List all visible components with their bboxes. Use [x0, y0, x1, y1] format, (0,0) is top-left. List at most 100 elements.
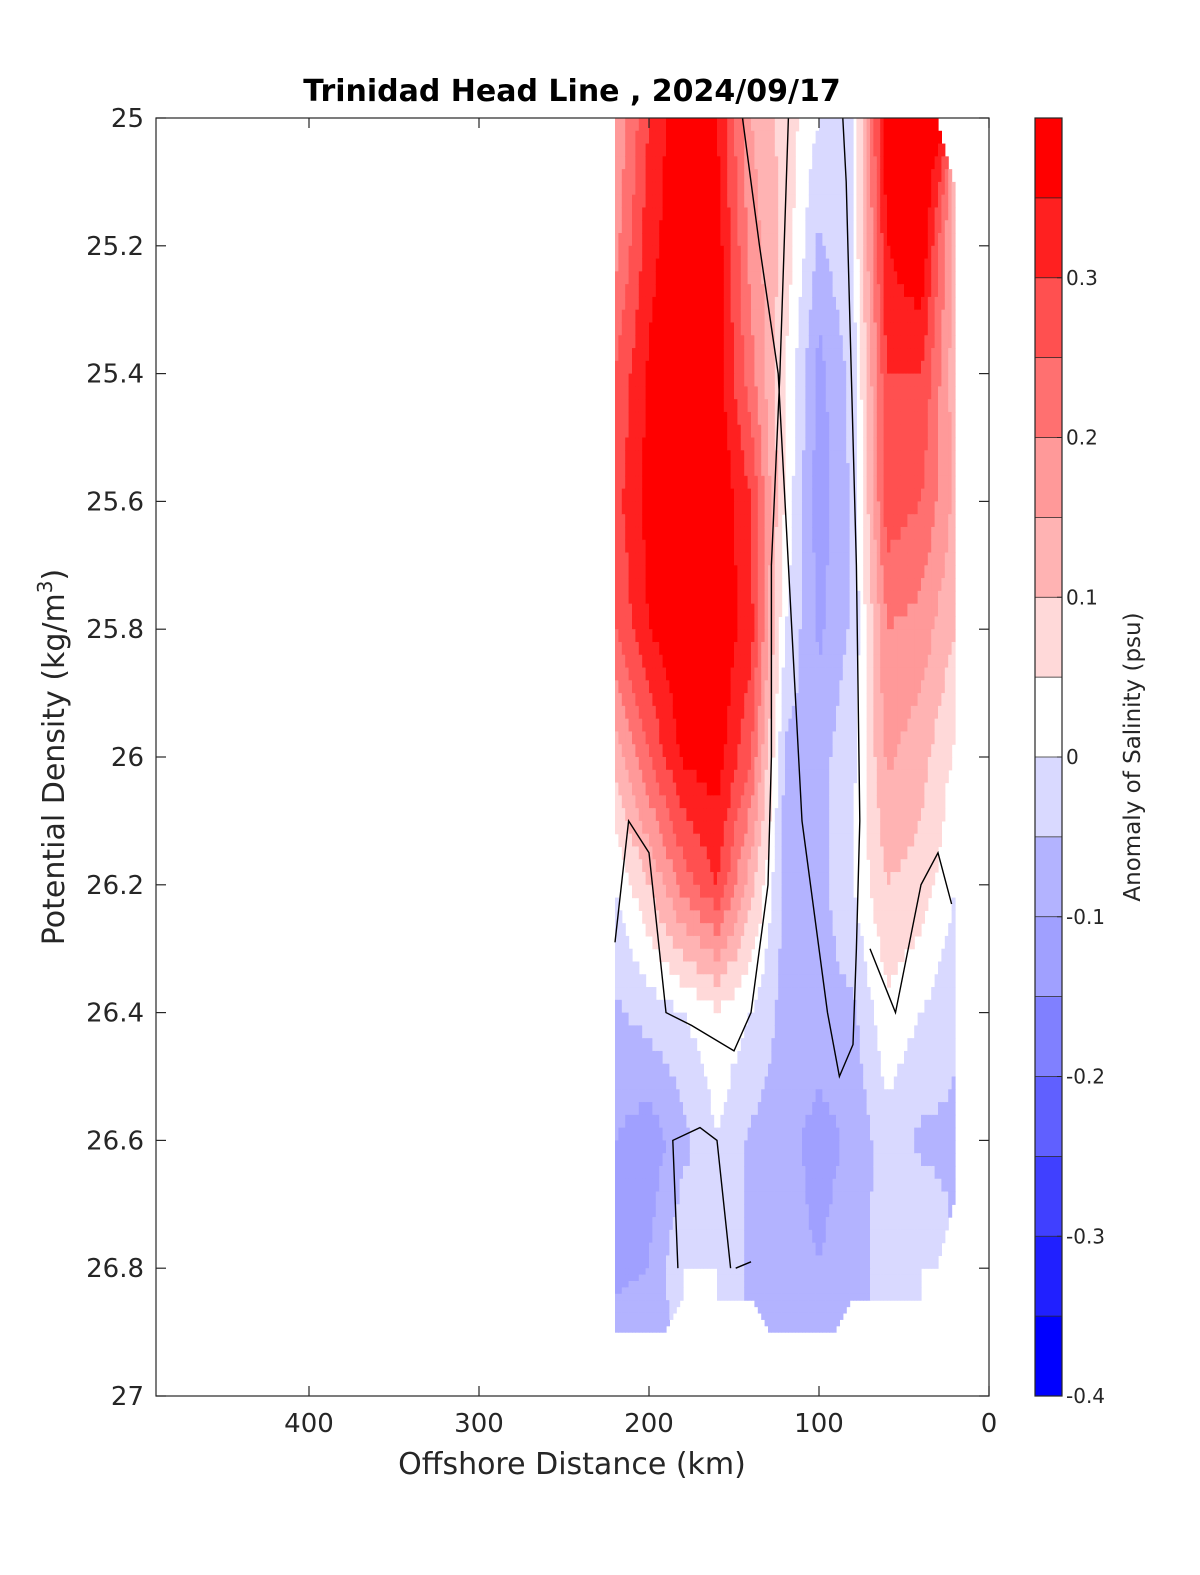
contour-cell — [710, 284, 715, 298]
contour-cell — [771, 641, 776, 656]
contour-cell — [761, 590, 766, 605]
contour-cell — [751, 475, 755, 490]
contour-cell — [751, 296, 755, 311]
contour-cell — [683, 1191, 687, 1205]
contour-cell — [727, 373, 732, 387]
contour-cell — [737, 705, 742, 720]
contour-cell — [706, 833, 711, 848]
contour-cell — [781, 987, 786, 1001]
contour-cell — [669, 156, 674, 170]
contour-cell — [635, 705, 640, 720]
contour-cell — [655, 539, 660, 554]
contour-cell — [645, 1089, 650, 1103]
contour-cell — [740, 693, 745, 707]
contour-cell — [655, 386, 660, 400]
contour-cell — [642, 130, 647, 145]
contour-cell — [764, 1255, 769, 1269]
contour-cell — [717, 1280, 721, 1288]
contour-cell — [737, 667, 742, 681]
contour-cell — [720, 757, 725, 771]
contour-cell — [655, 897, 660, 911]
contour-cell — [802, 667, 806, 681]
contour-cell — [771, 1204, 776, 1218]
contour-cell — [632, 143, 636, 157]
contour-cell — [696, 1204, 701, 1218]
contour-cell — [618, 271, 623, 285]
contour-cell — [679, 360, 684, 375]
contour-cell — [802, 399, 806, 413]
contour-cell — [659, 1038, 664, 1052]
contour-cell — [778, 296, 783, 311]
contour-cell — [669, 130, 674, 145]
contour-cell — [737, 1268, 742, 1276]
contour-cell — [757, 169, 762, 183]
contour-cell — [747, 935, 752, 950]
contour-cell — [618, 808, 623, 822]
contour-cell — [778, 1127, 783, 1141]
contour-cell — [808, 629, 813, 643]
contour-cell — [686, 233, 691, 247]
contour-cell — [618, 450, 623, 464]
contour-cell — [638, 578, 643, 592]
contour-cell — [642, 1102, 647, 1116]
contour-cell — [652, 1217, 657, 1231]
contour-cell — [734, 654, 738, 669]
contour-cell — [628, 194, 633, 209]
contour-cell — [815, 296, 820, 311]
contour-cell — [727, 156, 732, 170]
contour-cell — [652, 1012, 657, 1026]
contour-cell — [655, 207, 660, 221]
contour-cell — [720, 769, 725, 784]
contour-cell — [747, 424, 752, 439]
contour-cell — [795, 565, 800, 579]
contour-cell — [669, 373, 674, 387]
contour-cell — [757, 603, 762, 618]
contour-cell — [778, 935, 783, 950]
contour-cell — [737, 194, 742, 209]
contour-cell — [659, 693, 664, 707]
contour-cell — [700, 309, 704, 324]
contour-cell — [689, 411, 694, 426]
contour-cell — [795, 437, 800, 451]
contour-cell — [652, 1274, 657, 1282]
contour-cell — [645, 552, 650, 566]
contour-cell — [802, 578, 806, 592]
contour-cell — [764, 820, 769, 835]
contour-cell — [703, 923, 708, 937]
contour-cell — [703, 693, 708, 707]
contour-cell — [696, 1140, 701, 1154]
contour-cell — [781, 948, 786, 963]
contour-cell — [662, 348, 667, 362]
contour-cell — [618, 1038, 623, 1052]
contour-cell — [672, 488, 677, 502]
contour-cell — [761, 475, 766, 490]
contour-cell — [744, 1268, 749, 1276]
contour-cell — [761, 629, 766, 643]
contour-cell — [615, 1089, 619, 1103]
contour-cell — [703, 846, 708, 860]
contour-cell — [737, 1076, 742, 1090]
contour-cell — [774, 220, 779, 234]
contour-cell — [740, 194, 745, 209]
contour-cell — [628, 437, 633, 451]
contour-cell — [744, 1178, 749, 1193]
contour-cell — [642, 910, 647, 924]
contour-cell — [659, 667, 664, 681]
contour-cell — [781, 130, 786, 145]
contour-cell — [655, 641, 660, 656]
contour-cell — [761, 284, 766, 298]
contour-cell — [757, 1300, 762, 1308]
contour-cell — [795, 552, 800, 566]
contour-cell — [771, 386, 776, 400]
contour-cell — [683, 1063, 687, 1078]
contour-cell — [638, 680, 643, 694]
contour-cell — [632, 1274, 636, 1282]
contour-cell — [679, 718, 684, 733]
contour-cell — [642, 1063, 647, 1078]
contour-cell — [727, 769, 732, 784]
contour-cell — [638, 181, 643, 196]
contour-cell — [693, 731, 698, 745]
contour-cell — [774, 322, 779, 336]
contour-cell — [727, 897, 732, 911]
contour-cell — [734, 552, 738, 566]
